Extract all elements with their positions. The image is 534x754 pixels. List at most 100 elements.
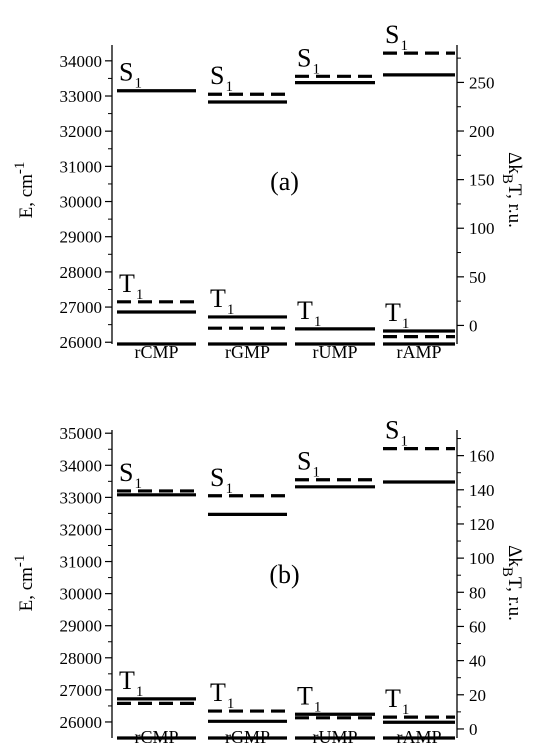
y2-axis-title-post: T, r.u. (504, 184, 525, 228)
y-tick-label: 31000 (60, 553, 103, 572)
state-letter: S (119, 58, 133, 87)
state-subscript: 1 (227, 696, 235, 712)
state-subscript: 1 (225, 79, 233, 95)
y2-tick-label: 60 (469, 617, 486, 636)
y-tick-label: 29000 (60, 617, 103, 636)
y2-tick-label: 80 (469, 583, 486, 602)
category-label: rAMP (396, 342, 441, 362)
y-tick-label: 31000 (60, 157, 103, 176)
state-subscript: 1 (400, 38, 408, 54)
y-tick-label: 33000 (60, 87, 103, 106)
y2-tick-label: 100 (469, 549, 495, 568)
t1-state-label: T1 (119, 666, 143, 700)
t1-state-label: T1 (210, 678, 234, 712)
y-tick-label: 29000 (60, 228, 103, 247)
y2-tick-label: 100 (469, 219, 495, 238)
category-label: rGMP (225, 727, 270, 747)
y-tick-label: 32000 (60, 122, 103, 141)
s1-state-label: S1 (119, 58, 142, 92)
state-subscript: 1 (134, 76, 142, 92)
state-subscript: 1 (312, 61, 320, 77)
y-axis-title: E, cm-1 (12, 555, 37, 612)
y2-tick-label: 50 (469, 268, 486, 287)
y-tick-label: 35000 (60, 424, 103, 443)
y-tick-label: 27000 (60, 298, 103, 317)
panel-1: 26000 27000 28000 29000 30000 31000 32000 33000… (12, 416, 525, 747)
state-letter: S (385, 20, 399, 49)
state-letter: S (119, 458, 133, 487)
y2-axis-title-pre: Δk (504, 152, 525, 174)
s1-state-label: S1 (210, 61, 233, 95)
state-letter: S (210, 61, 224, 90)
y2-tick-label: 140 (469, 481, 495, 500)
state-subscript: 1 (402, 316, 410, 332)
state-letter: S (297, 43, 311, 72)
category-label: rGMP (225, 342, 270, 362)
y-tick-label: 34000 (60, 52, 103, 71)
state-letter: S (210, 463, 224, 492)
y2-tick-label: 200 (469, 122, 495, 141)
y-tick-label: 33000 (60, 488, 103, 507)
y2-axis-title-pre: Δk (504, 545, 525, 567)
y-tick-label: 30000 (60, 585, 103, 604)
panel-0: 26000 27000 28000 29000 30000 31000 32000 33000… (12, 20, 525, 362)
y-tick-label: 32000 (60, 520, 103, 539)
state-subscript: 1 (312, 465, 320, 481)
state-letter: S (385, 416, 399, 445)
state-subscript: 1 (225, 481, 233, 497)
t1-state-label: T1 (119, 269, 143, 303)
y-tick-label: 30000 (60, 193, 103, 212)
y-axis-title-base: E, cm (16, 567, 37, 612)
category-label: rAMP (396, 727, 441, 747)
panel-label: (a) (270, 167, 299, 196)
state-letter: S (297, 447, 311, 476)
y2-tick-label: 250 (469, 73, 495, 92)
state-letter: T (297, 681, 313, 710)
category-label: rCMP (134, 727, 178, 747)
y2-tick-label: 120 (469, 515, 495, 534)
s1-state-label: S1 (297, 447, 320, 481)
state-letter: T (210, 284, 226, 313)
y2-tick-label: 160 (469, 447, 495, 466)
panel-label: (b) (269, 560, 299, 589)
s1-state-label: S1 (385, 20, 408, 54)
state-subscript: 1 (400, 434, 408, 450)
y2-tick-label: 0 (469, 316, 478, 335)
y-axis-title-sup: -1 (12, 555, 28, 568)
y-tick-label: 34000 (60, 456, 103, 475)
state-subscript: 1 (136, 684, 144, 700)
y-tick-label: 28000 (60, 649, 103, 668)
s1-state-label: S1 (119, 458, 142, 492)
state-letter: T (297, 296, 313, 325)
y2-axis-title-sub: B (499, 174, 515, 184)
state-subscript: 1 (134, 476, 142, 492)
state-subscript: 1 (314, 699, 322, 715)
y2-tick-label: 20 (469, 686, 486, 705)
category-label: rUMP (312, 342, 357, 362)
state-letter: T (119, 666, 135, 695)
category-label: rUMP (312, 727, 357, 747)
y2-axis-title-sub: B (499, 567, 515, 577)
y2-tick-label: 0 (469, 720, 478, 739)
state-letter: T (385, 684, 401, 713)
t1-state-label: T1 (385, 684, 409, 718)
s1-state-label: S1 (385, 416, 408, 450)
state-subscript: 1 (136, 287, 144, 303)
s1-state-label: S1 (210, 463, 233, 497)
y2-axis-title: ΔkBT, r.u. (499, 545, 525, 621)
category-label: rCMP (134, 342, 178, 362)
y2-tick-label: 40 (469, 652, 486, 671)
t1-state-label: T1 (210, 284, 234, 318)
y-axis-title: E, cm-1 (12, 162, 37, 219)
state-subscript: 1 (314, 314, 322, 330)
state-subscript: 1 (227, 302, 235, 318)
y-axis-title-base: E, cm (16, 174, 37, 219)
state-letter: T (210, 678, 226, 707)
t1-state-label: T1 (297, 296, 321, 330)
y-axis-title-sup: -1 (12, 162, 28, 175)
t1-state-label: T1 (385, 298, 409, 332)
y-tick-label: 26000 (60, 333, 103, 352)
y-tick-label: 28000 (60, 263, 103, 282)
y2-tick-label: 150 (469, 171, 495, 190)
